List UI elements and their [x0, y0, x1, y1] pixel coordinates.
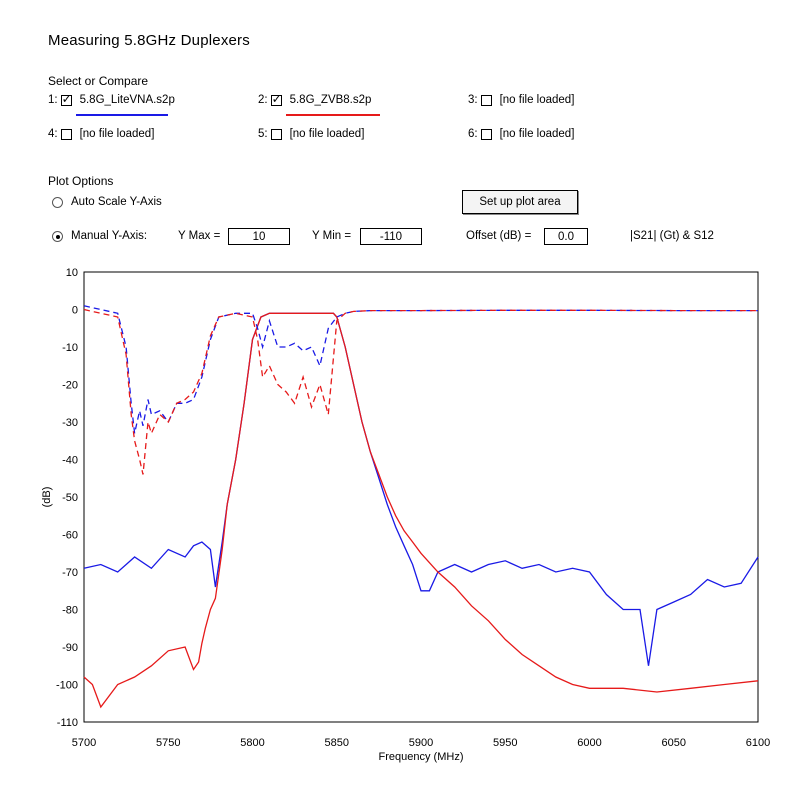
x-tick-label: 5950	[493, 737, 517, 749]
slot-6-file-name: [no file loaded]	[499, 128, 575, 140]
plot-area-border	[83, 271, 759, 723]
ymin-label: Y Min =	[312, 230, 352, 242]
y-tick-label: -70	[62, 567, 78, 579]
file-slot-1[interactable]: 1: 5.8G_LiteVNA.s2p	[48, 92, 175, 107]
slot-number: 6:	[468, 128, 478, 140]
slot-4-checkbox[interactable]	[60, 128, 72, 140]
plot-options-heading: Plot Options	[48, 174, 114, 188]
series-line-4	[83, 308, 758, 475]
slot-5-file-name: [no file loaded]	[289, 128, 365, 140]
chart-axes	[83, 271, 759, 723]
y-tick-label: -40	[62, 455, 78, 467]
parameter-label: |S21| (Gt) & S12	[630, 230, 714, 242]
y-tick-label: -20	[62, 380, 78, 392]
slot-1-checkbox[interactable]	[60, 92, 72, 106]
setup-plot-area-button[interactable]: Set up plot area	[462, 190, 578, 214]
sparameter-chart: 10 0 -10 -20 -30 -40 -50 -60 -70 -80 -90 -100 -110 57…	[41, 267, 770, 763]
ymax-input[interactable]: 10	[228, 228, 290, 245]
file-slot-5[interactable]: 5: [no file loaded]	[258, 128, 364, 140]
file-slot-3[interactable]: 3: [no file loaded]	[468, 94, 574, 106]
x-axis-label: Frequency (MHz)	[379, 751, 464, 763]
y-tick-label: -90	[62, 642, 78, 654]
x-tick-label: 6100	[746, 737, 770, 749]
ymin-input[interactable]: -110	[360, 228, 422, 245]
y-axis-label: (dB)	[41, 487, 53, 508]
y-tick-label: 10	[66, 267, 78, 279]
slot-2-file-name: 5.8G_ZVB8.s2p	[289, 94, 372, 106]
y-tick-label: -50	[62, 492, 78, 504]
slot-1-file-name: 5.8G_LiteVNA.s2p	[79, 94, 175, 106]
slot-2-color-swatch	[286, 114, 380, 116]
slot-1-color-swatch	[76, 114, 168, 116]
y-tick-label: -30	[62, 417, 78, 429]
slot-2-checkbox[interactable]	[270, 92, 282, 106]
chart-series	[83, 305, 759, 709]
x-tick-label: 5850	[325, 737, 349, 749]
y-tick-label: -110	[57, 717, 78, 729]
page-title: Measuring 5.8GHz Duplexers	[48, 32, 250, 49]
file-slot-4[interactable]: 4: [no file loaded]	[48, 128, 154, 140]
auto-scale-radio[interactable]	[52, 196, 63, 208]
slot-3-file-name: [no file loaded]	[499, 94, 575, 106]
x-tick-label: 6050	[662, 737, 686, 749]
select-compare-heading: Select or Compare	[48, 74, 149, 88]
manual-axis-radio[interactable]	[52, 230, 63, 242]
slot-number: 3:	[468, 94, 478, 106]
file-slot-2[interactable]: 2: 5.8G_ZVB8.s2p	[258, 92, 372, 107]
x-tick-label: 5800	[240, 737, 264, 749]
slot-number: 2:	[258, 94, 268, 106]
slot-3-checkbox[interactable]	[480, 94, 492, 106]
slot-6-checkbox[interactable]	[480, 128, 492, 140]
y-tick-label: -60	[62, 530, 78, 542]
offset-group: Offset (dB) =	[466, 230, 531, 242]
ymax-label: Y Max =	[178, 230, 221, 242]
manual-axis-label: Manual Y-Axis:	[71, 230, 148, 242]
x-tick-label: 5750	[156, 737, 180, 749]
slot-4-file-name: [no file loaded]	[79, 128, 155, 140]
auto-scale-label: Auto Scale Y-Axis	[71, 196, 162, 208]
series-line-2	[83, 312, 759, 709]
slot-number: 5:	[258, 128, 268, 140]
slot-number: 1:	[48, 94, 58, 106]
y-tick-label: -100	[56, 680, 78, 692]
auto-scale-option[interactable]: Auto Scale Y-Axis	[52, 196, 162, 208]
y-tick-label: -10	[62, 342, 78, 354]
x-tick-label: 5900	[409, 737, 433, 749]
offset-label: Offset (dB) =	[466, 230, 532, 242]
x-tick-label: 5700	[72, 737, 96, 749]
y-tick-label: -80	[62, 605, 78, 617]
slot-5-checkbox[interactable]	[270, 128, 282, 140]
ymax-group: Y Max =	[178, 230, 220, 242]
ymin-group: Y Min =	[312, 230, 351, 242]
manual-axis-row: Manual Y-Axis:	[52, 230, 147, 242]
offset-input[interactable]: 0.0	[544, 228, 588, 245]
x-tick-label: 6000	[577, 737, 601, 749]
chart-labels: 10 0 -10 -20 -30 -40 -50 -60 -70 -80 -90 -100 -110 57…	[41, 267, 770, 763]
file-slot-6[interactable]: 6: [no file loaded]	[468, 128, 574, 140]
slot-number: 4:	[48, 128, 58, 140]
y-tick-label: 0	[72, 305, 78, 317]
